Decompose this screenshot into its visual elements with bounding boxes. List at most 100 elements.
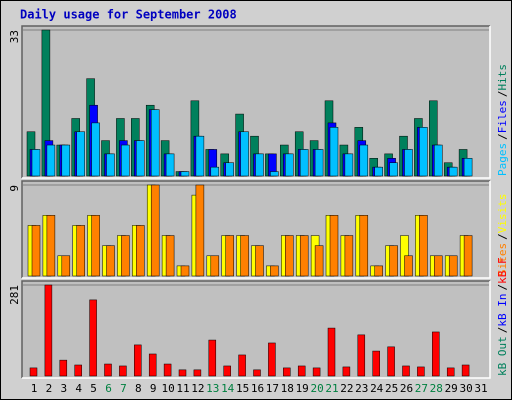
panel [22, 281, 490, 378]
x-tick-label: 6 [105, 382, 112, 395]
x-tick-label: 25 [385, 382, 398, 395]
bar [446, 367, 455, 377]
bar [342, 366, 351, 377]
x-tick-label: 2 [46, 382, 53, 395]
bar [327, 327, 336, 377]
chart-title: Daily usage for September 2008 [20, 8, 237, 22]
bar [374, 265, 383, 277]
bar [76, 131, 85, 177]
bar [225, 162, 234, 177]
bar [283, 367, 291, 377]
bar [165, 235, 175, 277]
x-tick-label: 28 [430, 382, 443, 395]
bar [178, 369, 187, 377]
bar [106, 245, 115, 277]
bar [374, 166, 383, 177]
bar [134, 344, 142, 377]
bar [195, 184, 205, 277]
bar [208, 339, 217, 377]
bevel-dark [21, 25, 490, 178]
bar [387, 346, 395, 377]
x-tick-label: 29 [445, 382, 458, 395]
x-tick-label: 23 [355, 382, 368, 395]
bar [285, 235, 294, 277]
bar [372, 350, 380, 377]
bar [432, 331, 440, 377]
x-tick-label: 19 [296, 382, 309, 395]
bar [225, 235, 234, 277]
legend-separator: / [496, 133, 509, 140]
x-tick-label: 17 [266, 382, 279, 395]
bar [285, 153, 294, 177]
y-tick-label: 33 [8, 30, 21, 43]
bar [195, 135, 205, 177]
bar [268, 342, 276, 377]
x-tick-label: 18 [281, 382, 294, 395]
bar [357, 334, 366, 377]
legend-entry: Files [496, 100, 509, 133]
bar [76, 225, 85, 277]
bar [448, 255, 458, 277]
legend-entry: Hits [496, 64, 509, 91]
bar [44, 284, 53, 377]
bar [29, 367, 38, 377]
y-tick-label: 9 [8, 185, 21, 192]
x-tick-label: 16 [251, 382, 264, 395]
bar [404, 255, 413, 277]
bar [344, 153, 354, 177]
bar [255, 245, 264, 277]
bar [104, 363, 112, 377]
x-tick-label: 26 [400, 382, 413, 395]
x-tick-label: 31 [474, 382, 487, 395]
bar [434, 255, 443, 277]
bevel-dark [21, 180, 490, 278]
bar [299, 235, 309, 277]
bevel-light [22, 181, 491, 279]
legend-entry: kB Out [496, 336, 509, 376]
bar [299, 149, 309, 177]
bar [434, 144, 443, 177]
x-tick-label: 13 [206, 382, 219, 395]
bar [297, 365, 306, 377]
x-tick-label: 30 [459, 382, 472, 395]
bar [314, 149, 324, 177]
bar [329, 127, 339, 177]
bar [417, 366, 425, 377]
legend-separator: / [496, 284, 509, 291]
x-tick-label: 8 [135, 382, 142, 395]
bar [210, 255, 220, 277]
bevel-light [22, 26, 491, 179]
x-tick-label: 14 [221, 382, 235, 395]
bar [389, 245, 398, 277]
legend-entry: Visits [496, 194, 509, 234]
bar [270, 265, 279, 277]
x-tick-label: 24 [370, 382, 384, 395]
x-tick-label: 20 [310, 382, 323, 395]
bar [463, 158, 473, 177]
x-tick-label: 22 [340, 382, 353, 395]
x-tick-label: 9 [150, 382, 157, 395]
legend-separator: / [496, 91, 509, 98]
x-tick-label: 7 [120, 382, 127, 395]
bar [419, 127, 428, 177]
x-tick-label: 15 [236, 382, 249, 395]
bar [238, 354, 246, 377]
bar [255, 153, 264, 177]
x-tick-label: 11 [176, 382, 189, 395]
bar [314, 245, 324, 277]
bar [121, 235, 130, 277]
x-tick-label: 4 [75, 382, 82, 395]
bar [389, 162, 398, 177]
bar [89, 299, 97, 377]
bar [329, 215, 339, 277]
bar [91, 215, 100, 277]
bar [121, 144, 130, 177]
bar [404, 149, 413, 177]
bar [344, 235, 354, 277]
bar [253, 369, 261, 377]
bar [463, 235, 473, 277]
bar [136, 225, 145, 277]
bar [448, 166, 458, 177]
